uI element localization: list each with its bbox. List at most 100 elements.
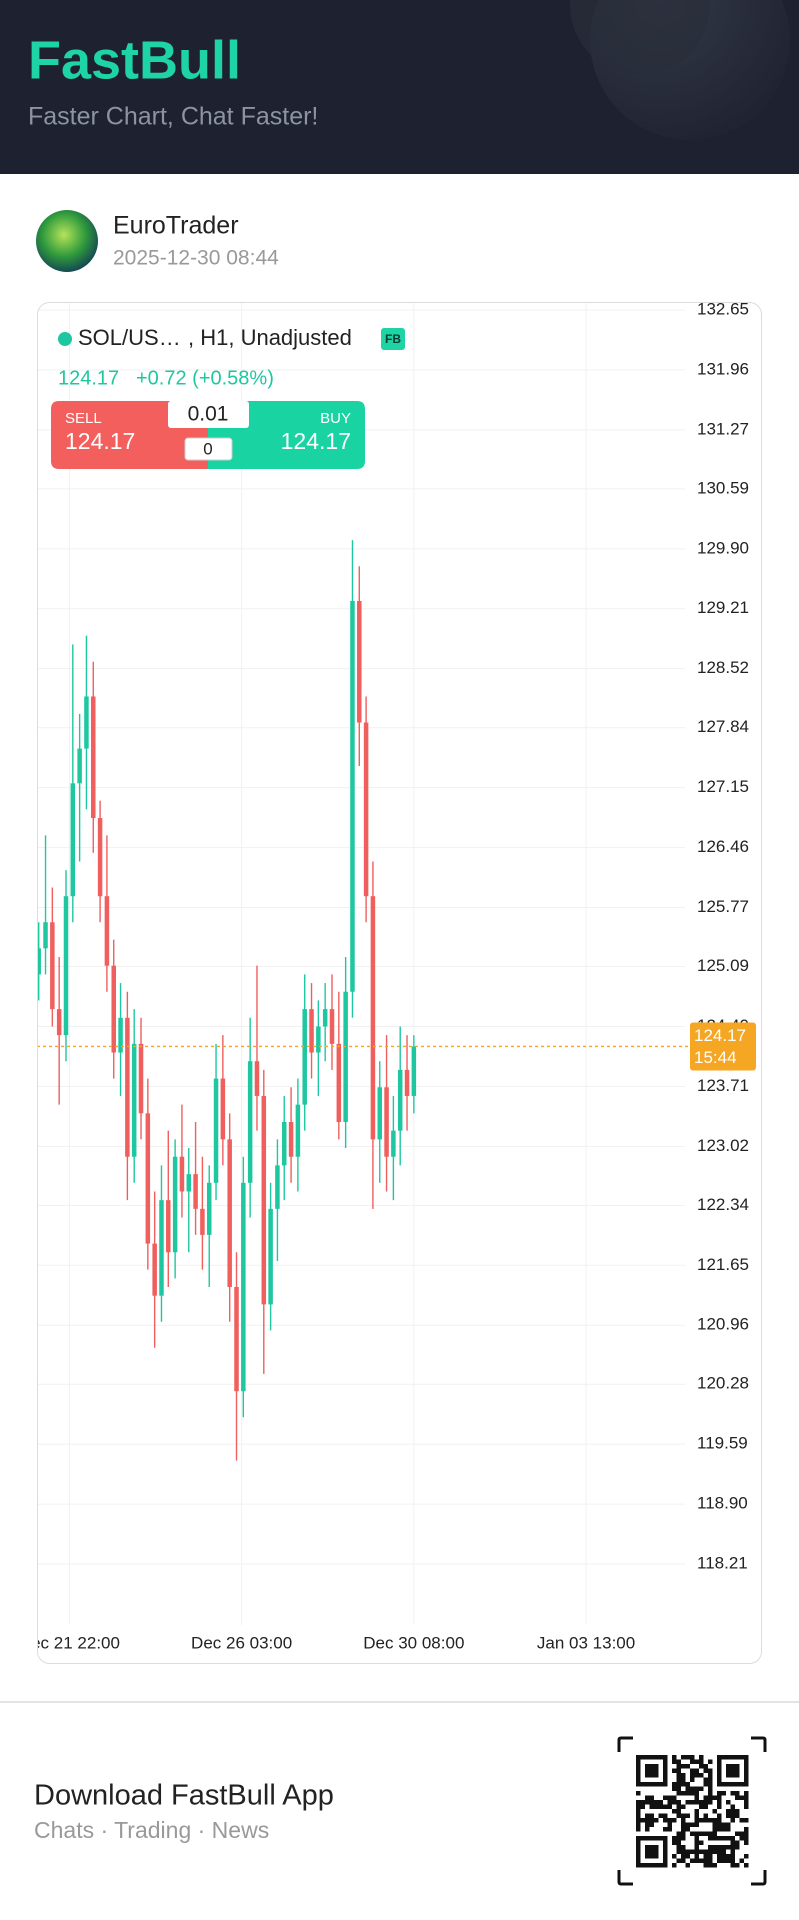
qr-module — [672, 1759, 677, 1764]
qr-module — [685, 1822, 690, 1827]
qr-module — [726, 1827, 731, 1832]
qr-module — [681, 1827, 686, 1832]
logo: FastBull — [28, 30, 241, 90]
qr-module — [672, 1863, 677, 1868]
author[interactable]: EuroTrader — [113, 212, 239, 240]
candle-body — [63, 896, 69, 1036]
qr-module — [681, 1755, 686, 1760]
sell-price: 124.17 — [65, 428, 135, 454]
qr-module — [658, 1800, 663, 1805]
candle-body — [220, 1078, 226, 1140]
header-decor — [570, 0, 710, 75]
candle-body — [125, 1017, 130, 1157]
y-tick-label: 129.90 — [697, 538, 749, 557]
qr-module — [717, 1836, 722, 1841]
qr-module — [645, 1795, 650, 1800]
qr-module — [726, 1813, 731, 1818]
qr-module — [708, 1831, 713, 1836]
status-dot — [58, 332, 72, 346]
qr-module — [663, 1813, 668, 1818]
candle-body — [234, 1287, 239, 1392]
candle-body — [295, 1104, 301, 1157]
qr-module — [676, 1831, 681, 1836]
candle-body — [391, 1130, 396, 1157]
footer-title[interactable]: Download FastBull App — [34, 1780, 334, 1812]
qr-module — [721, 1854, 726, 1859]
qr-module — [640, 1800, 645, 1805]
qr-module — [721, 1822, 726, 1827]
buy-price: 124.17 — [281, 428, 351, 454]
qr-module — [744, 1863, 749, 1868]
qr-module — [676, 1804, 681, 1809]
qr-module — [699, 1831, 704, 1836]
qr-module — [730, 1836, 735, 1841]
qr-module — [712, 1836, 717, 1841]
qr-module — [676, 1813, 681, 1818]
qr-module — [636, 1804, 641, 1809]
y-tick-label: 120.96 — [697, 1315, 749, 1334]
candle-body — [84, 696, 89, 749]
qr-module — [708, 1854, 713, 1859]
avatar[interactable] — [36, 210, 98, 272]
qr-module — [730, 1818, 735, 1823]
qr-module — [703, 1849, 708, 1854]
y-tick-label: 128.52 — [697, 658, 749, 677]
qr-module — [699, 1804, 704, 1809]
qr-module — [703, 1858, 708, 1863]
qr-module — [703, 1782, 708, 1787]
qr-module — [703, 1800, 708, 1805]
qr-module — [636, 1800, 641, 1805]
qr-module — [649, 1795, 654, 1800]
qr-module — [640, 1804, 645, 1809]
interval: , H1, Unadjusted — [188, 325, 352, 350]
y-tick-label: 118.21 — [697, 1554, 748, 1573]
symbol[interactable]: SOL/US… — [78, 325, 181, 350]
qr-module — [694, 1791, 699, 1796]
qr-module — [645, 1800, 650, 1805]
qr-module — [699, 1849, 704, 1854]
x-tick-label: Dec 30 08:00 — [363, 1633, 464, 1652]
candle-body — [213, 1078, 219, 1183]
y-tick-label: 122.34 — [697, 1195, 749, 1214]
candle-body — [309, 1009, 314, 1053]
qr-module — [717, 1800, 722, 1805]
qr-module — [645, 1818, 650, 1823]
qr-module — [721, 1849, 726, 1854]
candle-body — [56, 1009, 62, 1036]
qr-module — [667, 1822, 672, 1827]
qr-module — [694, 1849, 699, 1854]
y-tick-label: 125.77 — [697, 897, 749, 916]
qr-module — [703, 1831, 708, 1836]
price-change: +0.72 (+0.58%) — [136, 367, 274, 389]
qr-module — [681, 1782, 686, 1787]
candle-body — [138, 1043, 144, 1114]
x-tick-label: Dec 21 22:00 — [19, 1633, 120, 1652]
qr-module — [726, 1858, 731, 1863]
candle-body — [397, 1069, 403, 1131]
price-tag-countdown: 15:44 — [694, 1048, 737, 1067]
qr-module — [739, 1818, 744, 1823]
qr-module — [636, 1809, 641, 1814]
candle-body — [343, 991, 348, 1122]
qr-module — [708, 1786, 713, 1791]
qr-module — [703, 1863, 708, 1868]
qr-module — [730, 1809, 735, 1814]
candle-body — [329, 1009, 335, 1044]
qr-module — [636, 1822, 641, 1827]
qr-module — [685, 1827, 690, 1832]
qr-module — [667, 1804, 672, 1809]
y-tick-label: 131.27 — [697, 419, 749, 438]
candle-body — [159, 1200, 164, 1296]
qr-module — [681, 1854, 686, 1859]
y-tick-label: 120.28 — [697, 1374, 749, 1393]
qr-module — [672, 1854, 677, 1859]
qr-module — [699, 1786, 704, 1791]
candle-body — [111, 965, 116, 1053]
quantity-box[interactable] — [168, 401, 249, 428]
qr-module — [681, 1804, 686, 1809]
qr-module — [636, 1791, 641, 1796]
qr-module — [672, 1836, 677, 1841]
candle-body — [77, 748, 82, 784]
candle-body — [350, 600, 355, 992]
qr-module — [721, 1858, 726, 1863]
